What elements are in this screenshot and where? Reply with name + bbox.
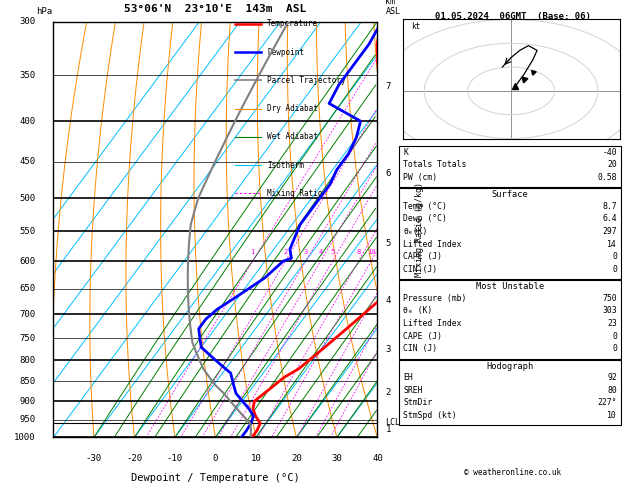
Text: 0: 0 (612, 265, 617, 274)
Text: 500: 500 (19, 194, 36, 203)
Text: 850: 850 (19, 377, 36, 386)
Text: -20: -20 (126, 454, 143, 463)
Text: EH: EH (403, 373, 413, 382)
Text: 20: 20 (291, 454, 302, 463)
Text: Hodograph: Hodograph (486, 362, 534, 371)
Text: Lifted Index: Lifted Index (403, 319, 462, 328)
Text: 750: 750 (19, 333, 36, 343)
Text: 300: 300 (19, 17, 36, 26)
Text: 2: 2 (386, 388, 391, 397)
Text: 7: 7 (386, 82, 391, 91)
Text: Wet Adiabat: Wet Adiabat (267, 133, 318, 141)
Text: 8.7: 8.7 (603, 202, 617, 211)
Text: 23: 23 (607, 319, 617, 328)
Text: Isotherm: Isotherm (267, 161, 304, 170)
Text: Parcel Trajectory: Parcel Trajectory (267, 76, 346, 85)
Text: StmDir: StmDir (403, 399, 433, 407)
Text: 8: 8 (357, 249, 360, 255)
Text: CIN (J): CIN (J) (403, 265, 437, 274)
Text: 6.4: 6.4 (603, 214, 617, 224)
Text: 650: 650 (19, 284, 36, 293)
Text: 40: 40 (372, 454, 383, 463)
Text: 297: 297 (603, 227, 617, 236)
Text: kt: kt (411, 22, 421, 31)
Text: 550: 550 (19, 226, 36, 236)
Text: -10: -10 (167, 454, 183, 463)
Text: Lifted Index: Lifted Index (403, 240, 462, 249)
Text: 20: 20 (607, 160, 617, 169)
Text: 0: 0 (213, 454, 218, 463)
Text: 10: 10 (607, 411, 617, 420)
Text: 5: 5 (330, 249, 335, 255)
Text: 10: 10 (367, 249, 376, 255)
Text: Dewpoint / Temperature (°C): Dewpoint / Temperature (°C) (131, 473, 300, 483)
Text: Temperature: Temperature (267, 19, 318, 29)
Text: 1: 1 (250, 249, 255, 255)
Text: LCL: LCL (386, 418, 401, 427)
Text: K: K (403, 148, 408, 156)
Text: 750: 750 (603, 294, 617, 303)
Text: θₑ(K): θₑ(K) (403, 227, 428, 236)
Text: 01.05.2024  06GMT  (Base: 06): 01.05.2024 06GMT (Base: 06) (435, 12, 591, 21)
Text: 450: 450 (19, 157, 36, 166)
Text: Surface: Surface (492, 191, 528, 199)
Text: CIN (J): CIN (J) (403, 344, 437, 353)
Text: 800: 800 (19, 356, 36, 365)
Text: 14: 14 (607, 240, 617, 249)
Text: Dewpoint: Dewpoint (267, 48, 304, 57)
Text: 4: 4 (318, 249, 323, 255)
Text: 350: 350 (19, 70, 36, 80)
Text: 0: 0 (612, 252, 617, 261)
Text: 1: 1 (386, 425, 391, 434)
Text: Most Unstable: Most Unstable (476, 282, 544, 291)
Text: 80: 80 (607, 386, 617, 395)
Text: 92: 92 (607, 373, 617, 382)
Text: 53°06'N  23°10'E  143m  ASL: 53°06'N 23°10'E 143m ASL (125, 3, 306, 14)
Text: 0.58: 0.58 (598, 173, 617, 182)
Text: θₑ (K): θₑ (K) (403, 306, 433, 315)
Text: -40: -40 (603, 148, 617, 156)
Text: 950: 950 (19, 415, 36, 424)
Text: Temp (°C): Temp (°C) (403, 202, 447, 211)
Text: 0: 0 (612, 344, 617, 353)
Text: StmSpd (kt): StmSpd (kt) (403, 411, 457, 420)
Text: © weatheronline.co.uk: © weatheronline.co.uk (464, 468, 561, 477)
Text: Dewp (°C): Dewp (°C) (403, 214, 447, 224)
Text: 4: 4 (386, 296, 391, 305)
Text: Mixing Ratio: Mixing Ratio (267, 189, 323, 198)
Text: 303: 303 (603, 306, 617, 315)
Text: hPa: hPa (36, 7, 52, 16)
Text: SREH: SREH (403, 386, 423, 395)
Text: 6: 6 (386, 169, 391, 178)
Text: 227°: 227° (598, 399, 617, 407)
Text: 1000: 1000 (14, 433, 36, 442)
Text: -30: -30 (86, 454, 102, 463)
Text: 700: 700 (19, 310, 36, 319)
Text: 400: 400 (19, 117, 36, 126)
Text: Pressure (mb): Pressure (mb) (403, 294, 467, 303)
Text: 10: 10 (250, 454, 261, 463)
Text: 900: 900 (19, 397, 36, 405)
Text: 3: 3 (304, 249, 308, 255)
Text: 0: 0 (612, 331, 617, 341)
Text: Dry Adiabat: Dry Adiabat (267, 104, 318, 113)
Text: CAPE (J): CAPE (J) (403, 252, 442, 261)
Text: PW (cm): PW (cm) (403, 173, 437, 182)
Text: Totals Totals: Totals Totals (403, 160, 467, 169)
Text: km
ASL: km ASL (386, 0, 401, 16)
Text: 600: 600 (19, 257, 36, 265)
Text: 3: 3 (386, 346, 391, 354)
Text: Mixing Ratio (g/kg): Mixing Ratio (g/kg) (415, 182, 424, 277)
Text: 2: 2 (283, 249, 287, 255)
Text: 30: 30 (331, 454, 342, 463)
Text: CAPE (J): CAPE (J) (403, 331, 442, 341)
Text: 5: 5 (386, 239, 391, 248)
